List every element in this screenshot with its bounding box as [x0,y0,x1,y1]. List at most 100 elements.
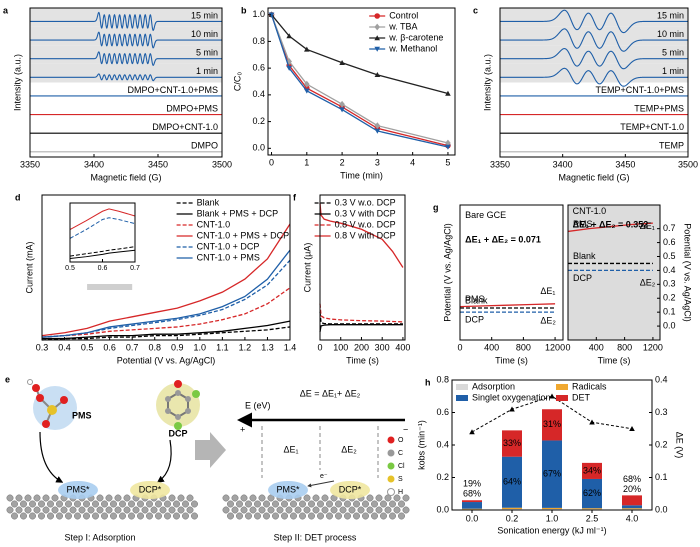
lattice-atom [128,500,135,508]
percent-label: 19% [463,479,481,489]
legend-label: CNT-1.0 [197,219,231,229]
x-axis-label: Time (s) [495,355,528,365]
y2-tick-label: 0.1 [663,307,676,317]
lattice-atom [402,506,410,514]
lattice-atom [402,494,410,502]
percent-label: 62% [583,488,601,498]
trace-label: TEMP+CNT-1.0 [620,122,684,132]
row-background [500,63,688,83]
x-tick-label: 2.5 [586,513,599,523]
marker [374,13,381,19]
y2-tick-label: 0.0 [663,320,676,330]
marker [304,80,310,88]
lattice-atom [24,506,32,514]
lattice-atom [294,506,302,514]
data-line [41,249,291,338]
y2-tick-label: 0.0 [655,504,668,514]
lattice-atom [83,512,90,520]
atom-label: H [398,489,403,496]
percent-label: 31% [543,419,561,429]
legend-label: w. Methanol [388,43,437,53]
legend-label: Control [389,10,418,20]
y2-tick-label: 0.4 [655,374,668,384]
adsorbed-dcp [130,481,170,499]
lattice-atom [141,506,149,514]
spectrum [500,48,688,70]
percent-label: 68% [623,474,641,484]
x-tick-label: 0 [565,342,570,352]
lattice-atom [227,500,234,508]
y2-tick-label: 0.3 [663,279,676,289]
pms-molecule [27,379,68,428]
data-line [319,203,404,268]
legend-label: 0.8 V with DCP [335,230,396,240]
bar-segment [462,502,482,509]
lattice-atom [267,506,275,514]
panel-label: c [473,5,478,15]
adsorb-arrow [156,439,172,483]
y-axis-label: Intensity (a.u.) [12,54,22,111]
annotation: ΔE₁ [540,286,555,296]
sign-label: − [403,424,408,434]
y-tick-label: 0.0 [436,504,449,514]
bar-segment [622,495,642,506]
legend-label: DET [572,392,591,402]
lattice-atom [56,512,63,520]
y2-tick-label: 0.7 [663,223,676,233]
data-line [567,222,653,233]
y2-tick-label: 0.2 [655,439,668,449]
marker [589,419,595,425]
adsorbed-label: DCP* [139,484,162,494]
x-tick-label: 0.3 [36,342,49,352]
lattice-atom [96,494,104,502]
x-tick-label: 0.2 [506,513,519,523]
lattice-atom [245,500,252,508]
lattice-atom [254,512,261,520]
percent-label: 64% [503,477,521,487]
x-tick-label: 0 [269,157,274,167]
lattice-atom [240,506,248,514]
x-tick-label: 1.0 [546,513,559,523]
data-line [459,303,556,308]
x-tick-label: 1.0 [194,342,207,352]
x-axis-label: Sonication energy (kJ ml⁻¹) [497,525,606,535]
x-tick-label: 4.0 [626,513,639,523]
y-tick-label: 1.0 [252,9,265,19]
percent-label: 34% [583,465,601,475]
lattice-atom [254,500,261,508]
lattice-atom [47,512,54,520]
lattice-atom [24,494,32,502]
marker [374,46,380,52]
x-tick-label: 0 [317,342,322,352]
plot-frame [29,7,223,158]
lattice-atom [393,506,401,514]
lattice-atom [326,512,333,520]
lattice-atom [20,500,27,508]
bar-segment [542,507,562,510]
lattice-atom [29,512,36,520]
x-tick-label: 0.6 [103,342,116,352]
y-tick-label: 0.4 [436,439,449,449]
lattice-atom [101,500,108,508]
lattice-atom [357,506,365,514]
lattice-atom [317,500,324,508]
bar-segment [502,456,522,508]
x-tick-label: 1.3 [261,342,274,352]
percent-label: 33% [503,438,521,448]
y2-tick-label: 0.5 [663,251,676,261]
lattice-atom [281,500,288,508]
lattice-atom [263,500,270,508]
bar-segment [462,508,482,510]
x-tick-label: 1.1 [216,342,229,352]
lattice-atom [177,494,185,502]
lattice-atom [65,500,72,508]
lattice-atom [366,494,374,502]
panel-label: a [3,5,9,15]
spectrum [500,28,688,52]
spectrum [500,9,688,34]
process-arrow [195,432,226,468]
y2-tick-label: 0.6 [663,237,676,247]
lattice-atom [42,494,50,502]
lattice-atom [389,500,396,508]
